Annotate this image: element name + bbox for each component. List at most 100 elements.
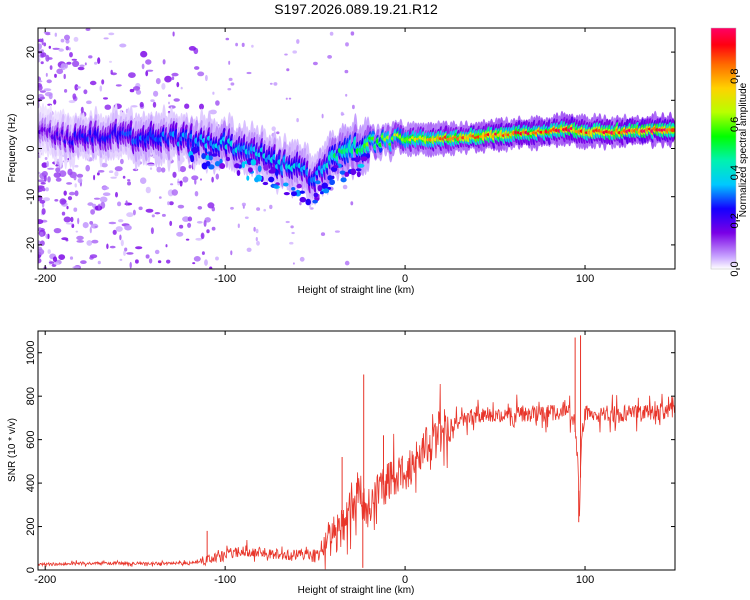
noise-blob (115, 226, 123, 232)
noise-blob (98, 203, 101, 211)
noise-blob (207, 202, 215, 209)
noise-blob (145, 254, 150, 259)
noise-blob (110, 69, 113, 75)
noise-blob (182, 216, 190, 222)
noise-blob (43, 197, 50, 202)
noise-blob (320, 232, 326, 237)
noise-blob (64, 34, 70, 41)
noise-blob (206, 229, 210, 234)
noise-blob (286, 68, 290, 72)
spectrogram-ytick-label: -20 (25, 237, 37, 253)
noise-blob (290, 225, 294, 229)
noise-blob (108, 32, 115, 36)
noise-blob (299, 256, 305, 262)
noise-blob (76, 235, 84, 241)
noise-blob (211, 226, 216, 231)
snr-xtick-label: -100 (214, 574, 236, 586)
colorbar-frame (710, 27, 737, 270)
noise-blob (150, 99, 155, 102)
noise-blob (185, 238, 190, 241)
noise-blob (66, 61, 72, 65)
ridge-blob (299, 196, 307, 203)
noise-blob (69, 256, 74, 260)
noise-blob (41, 208, 46, 215)
noise-blob (44, 175, 47, 182)
ridge-blob (323, 188, 330, 194)
noise-blob (127, 181, 131, 186)
noise-blob (157, 260, 162, 264)
noise-blob (212, 91, 215, 95)
ridge-blob (190, 155, 195, 163)
noise-blob (93, 197, 101, 200)
spectrogram-xtick-label: -200 (34, 273, 56, 285)
noise-blob (99, 85, 103, 92)
spectrogram-xlabel: Height of straight line (km) (298, 285, 415, 296)
noise-blob (227, 88, 232, 91)
noise-blob (89, 80, 97, 86)
noise-blob (167, 201, 170, 206)
ridge-blob (317, 185, 323, 192)
noise-blob (158, 196, 162, 199)
ridge-blob (291, 187, 296, 191)
noise-blob (171, 72, 179, 77)
noise-blob (86, 240, 93, 246)
noise-blob (195, 237, 203, 241)
ridge-blob (351, 157, 356, 161)
ridge-blob (320, 191, 324, 195)
noise-blob (215, 100, 220, 106)
noise-blob (292, 262, 295, 265)
noise-blob (176, 231, 184, 237)
noise-blob (46, 79, 52, 84)
noise-blob (52, 47, 60, 50)
noise-blob (124, 247, 128, 252)
noise-blob (241, 42, 245, 48)
noise-blob (166, 259, 171, 264)
noise-blob (155, 78, 161, 85)
noise-blob (200, 232, 205, 240)
noise-blob (132, 209, 136, 216)
ridge-blob (360, 156, 368, 162)
noise-blob (127, 72, 136, 78)
noise-blob (60, 38, 65, 43)
noise-blob (235, 42, 239, 47)
noise-blob (38, 179, 46, 183)
ridge-blob (239, 159, 243, 163)
noise-blob (48, 261, 55, 264)
noise-blob (285, 97, 288, 100)
noise-blob (177, 204, 185, 209)
ridge-blob (234, 163, 240, 169)
noise-blob (94, 61, 98, 65)
noise-blob (161, 83, 166, 90)
noise-blob (67, 196, 73, 201)
noise-blob (44, 157, 48, 160)
noise-blob (70, 216, 74, 223)
noise-blob (47, 233, 50, 240)
noise-blob (38, 84, 43, 91)
noise-blob (41, 171, 48, 177)
spectrogram-marks (38, 28, 675, 269)
noise-blob (327, 55, 332, 59)
noise-blob (54, 199, 59, 202)
noise-blob (255, 228, 259, 234)
noise-blob (65, 46, 69, 51)
noise-blob (114, 166, 123, 172)
noise-blob (179, 180, 183, 187)
snr-ytick-label: 800 (25, 387, 37, 405)
noise-blob (53, 262, 60, 265)
noise-blob (151, 214, 155, 218)
ridge-blob (329, 179, 335, 186)
noise-blob (228, 60, 231, 65)
noise-blob (130, 105, 138, 108)
noise-blob (47, 103, 52, 106)
ridge-blob (250, 159, 257, 166)
noise-blob (176, 81, 180, 88)
figure-title: S197.2026.089.19.21.R12 (274, 1, 438, 17)
noise-blob (209, 109, 217, 115)
noise-blob (71, 223, 75, 228)
noise-blob (299, 201, 302, 206)
noise-blob (269, 82, 273, 85)
noise-blob (180, 86, 183, 90)
noise-blob (101, 79, 105, 85)
ridge-blob (312, 199, 318, 204)
